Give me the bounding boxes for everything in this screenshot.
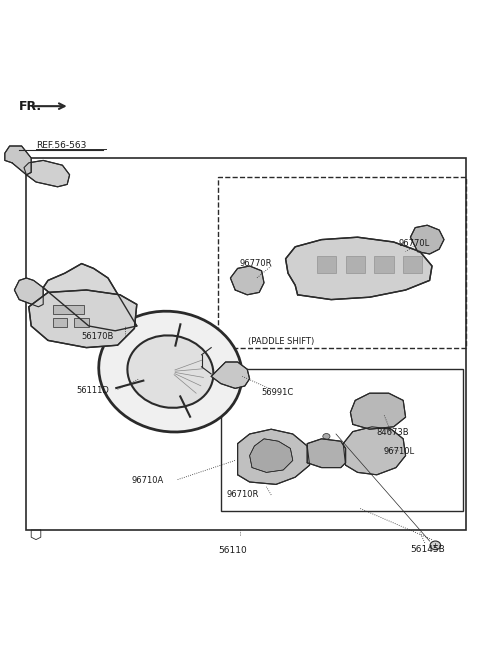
Ellipse shape (330, 452, 337, 458)
Text: 56991C: 56991C (262, 388, 294, 396)
Text: (PADDLE SHIFT): (PADDLE SHIFT) (248, 337, 314, 346)
Polygon shape (286, 237, 432, 300)
Polygon shape (14, 278, 43, 307)
Ellipse shape (127, 335, 214, 408)
Bar (53, 305, 84, 314)
Bar (221, 369, 463, 511)
Polygon shape (29, 290, 137, 348)
Polygon shape (238, 429, 310, 484)
Bar (74, 318, 89, 327)
Text: 96710A: 96710A (132, 476, 164, 485)
Ellipse shape (99, 311, 242, 432)
Bar (346, 256, 365, 273)
Polygon shape (307, 439, 346, 467)
Ellipse shape (430, 541, 441, 550)
Text: 56170B: 56170B (82, 332, 114, 341)
Text: 96770L: 96770L (398, 239, 430, 248)
Text: 96710L: 96710L (384, 447, 415, 456)
Bar (374, 256, 394, 273)
Bar (218, 177, 466, 348)
Ellipse shape (323, 434, 330, 439)
Text: 96710R: 96710R (227, 490, 259, 499)
Polygon shape (250, 439, 293, 473)
Bar (317, 256, 336, 273)
Ellipse shape (318, 445, 325, 451)
Polygon shape (211, 362, 250, 389)
Text: 56111D: 56111D (77, 386, 109, 395)
Ellipse shape (311, 458, 318, 464)
Polygon shape (343, 427, 406, 475)
Bar (26, 158, 466, 530)
Polygon shape (350, 393, 406, 429)
Polygon shape (410, 225, 444, 254)
Bar (53, 318, 67, 327)
Text: FR.: FR. (19, 100, 42, 113)
Text: 84673B: 84673B (377, 428, 409, 437)
Bar (403, 256, 422, 273)
Polygon shape (5, 146, 31, 175)
Polygon shape (43, 263, 137, 331)
Text: REF.56-563: REF.56-563 (36, 141, 86, 151)
Polygon shape (24, 160, 70, 187)
Text: 56145B: 56145B (410, 544, 445, 554)
Text: 96770R: 96770R (239, 259, 272, 268)
Polygon shape (230, 266, 264, 295)
Text: 56110: 56110 (218, 546, 247, 555)
